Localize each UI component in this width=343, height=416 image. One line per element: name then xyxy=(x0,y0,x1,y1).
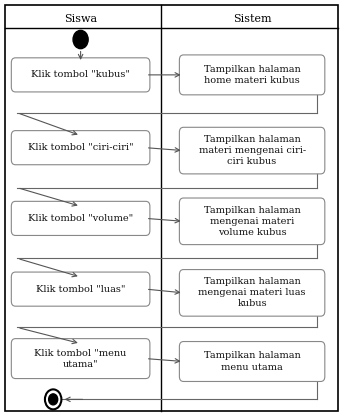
FancyBboxPatch shape xyxy=(11,339,150,379)
Circle shape xyxy=(73,30,88,49)
Text: Tampilkan halaman
home materi kubus: Tampilkan halaman home materi kubus xyxy=(204,65,300,85)
Text: Klik tombol "menu
utama": Klik tombol "menu utama" xyxy=(34,349,127,369)
Text: Tampilkan halaman
mengenai materi luas
kubus: Tampilkan halaman mengenai materi luas k… xyxy=(198,277,306,309)
FancyBboxPatch shape xyxy=(179,127,325,174)
Text: Klik tombol "kubus": Klik tombol "kubus" xyxy=(31,70,130,79)
FancyBboxPatch shape xyxy=(11,58,150,92)
FancyBboxPatch shape xyxy=(179,55,325,95)
Text: Siswa: Siswa xyxy=(64,14,97,24)
FancyBboxPatch shape xyxy=(11,272,150,306)
Text: Klik tombol "ciri-ciri": Klik tombol "ciri-ciri" xyxy=(28,143,133,152)
FancyBboxPatch shape xyxy=(11,201,150,235)
FancyBboxPatch shape xyxy=(179,198,325,245)
Text: Tampilkan halaman
materi mengenai ciri-
ciri kubus: Tampilkan halaman materi mengenai ciri- … xyxy=(199,135,306,166)
Circle shape xyxy=(49,394,58,405)
FancyBboxPatch shape xyxy=(11,131,150,165)
Text: Tampilkan halaman
menu utama: Tampilkan halaman menu utama xyxy=(204,352,300,371)
FancyBboxPatch shape xyxy=(179,342,325,381)
FancyBboxPatch shape xyxy=(179,270,325,316)
FancyBboxPatch shape xyxy=(5,5,338,411)
Text: Klik tombol "volume": Klik tombol "volume" xyxy=(28,214,133,223)
Text: Tampilkan halaman
mengenai materi
volume kubus: Tampilkan halaman mengenai materi volume… xyxy=(204,206,300,237)
Text: Klik tombol "luas": Klik tombol "luas" xyxy=(36,285,125,294)
Text: Sistem: Sistem xyxy=(233,14,271,24)
